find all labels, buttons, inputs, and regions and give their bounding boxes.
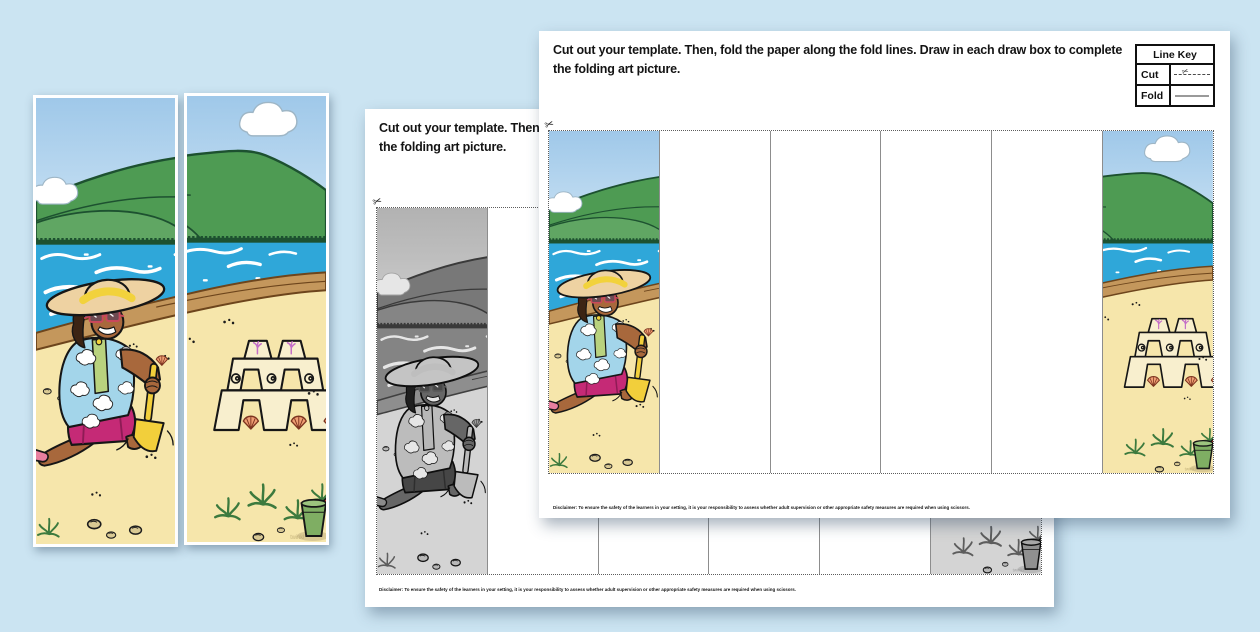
beach-art-panel-left bbox=[377, 208, 488, 574]
draw-box-cell bbox=[659, 131, 771, 473]
draw-box-cell bbox=[992, 131, 1104, 473]
preview-panel-left bbox=[33, 95, 178, 547]
scissors-icon: ✂ bbox=[1180, 66, 1190, 77]
beach-art-right-slice bbox=[1103, 131, 1213, 473]
template-page-colour: Cut out your template. Then, fold the pa… bbox=[539, 31, 1230, 518]
instructions-line1: Cut out your template. Then, fold the pa… bbox=[553, 43, 1123, 57]
beach-art-panel-left bbox=[549, 131, 660, 473]
beach-art-left-half bbox=[36, 98, 175, 544]
line-key-fold-row: Fold bbox=[1137, 86, 1213, 105]
cut-out-template-colour: ✂ bbox=[543, 118, 1214, 474]
preview-panel-right bbox=[184, 93, 329, 545]
draw-box-cell bbox=[770, 131, 882, 473]
cut-label: Cut bbox=[1137, 65, 1171, 84]
draw-box-cell bbox=[881, 131, 993, 473]
line-key-cut-row: Cut ✂ bbox=[1137, 65, 1213, 86]
fold-line-sample bbox=[1175, 94, 1209, 97]
disclaimer-text: Disclaimer: To ensure the safety of the … bbox=[553, 504, 970, 511]
folded-preview bbox=[33, 93, 329, 547]
fold-label: Fold bbox=[1137, 86, 1171, 105]
instructions-text: Cut out your template. Then, fold the pa… bbox=[553, 41, 1122, 80]
cut-line-sample: ✂ bbox=[1174, 66, 1210, 77]
beach-art-panel-right bbox=[1103, 131, 1213, 473]
line-key-title: Line Key bbox=[1137, 46, 1213, 65]
beach-art-left-slice bbox=[377, 208, 487, 574]
line-key: Line Key Cut ✂ Fold bbox=[1135, 44, 1215, 107]
instructions-line2: the folding art picture. bbox=[379, 140, 507, 155]
beach-art-left-slice bbox=[549, 131, 659, 473]
disclaimer-text: Disclaimer: To ensure the safety of the … bbox=[379, 586, 796, 593]
instructions-line2: the folding art picture. bbox=[553, 62, 681, 77]
beach-art-right-half bbox=[187, 96, 326, 542]
